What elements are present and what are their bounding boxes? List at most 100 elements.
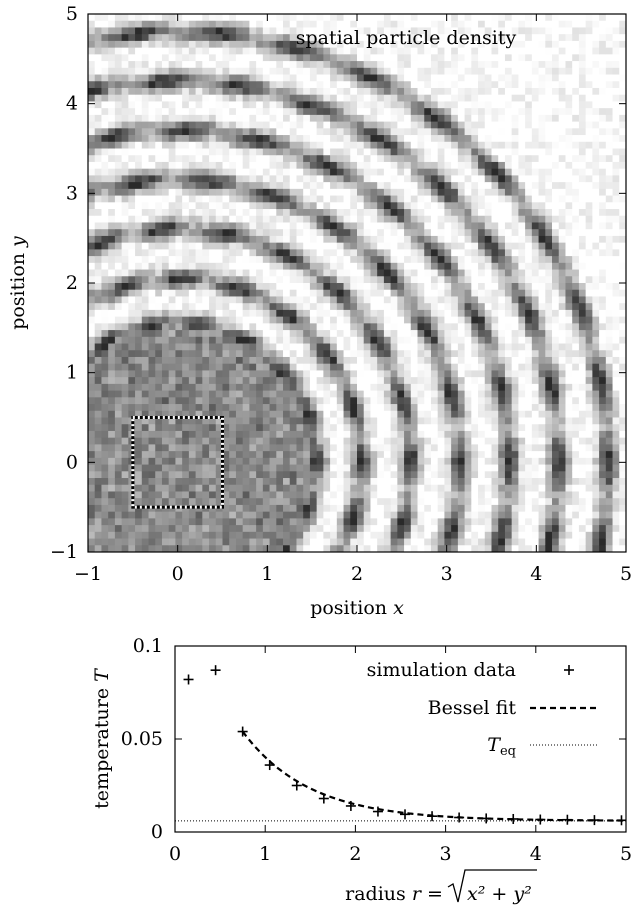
heatmap-cell	[309, 363, 318, 371]
heatmap-cell	[168, 175, 176, 183]
heatmap-cell	[215, 74, 223, 82]
heatmap-cell	[135, 511, 143, 519]
heatmap-cell	[303, 262, 311, 270]
heatmap-cell	[161, 484, 170, 492]
heatmap-cell	[195, 229, 203, 237]
heatmap-cell	[309, 296, 318, 304]
heatmap-cell	[242, 363, 250, 371]
heatmap-cell	[276, 538, 284, 546]
heatmap-cell	[464, 323, 472, 331]
heatmap-cell	[451, 504, 459, 513]
heatmap-cell	[94, 61, 102, 69]
heatmap-cell	[88, 27, 96, 35]
heatmap-cell	[296, 108, 304, 116]
heatmap-cell	[471, 67, 479, 75]
heatmap-cell	[94, 356, 102, 365]
heatmap-cell	[390, 229, 398, 237]
heatmap-cell	[309, 511, 318, 519]
heatmap-cell	[94, 74, 102, 82]
heatmap-cell	[316, 336, 324, 344]
heatmap-cell	[108, 182, 116, 190]
heatmap-cell	[88, 498, 96, 506]
heatmap-cell	[88, 74, 96, 82]
heatmap-cell	[370, 141, 378, 149]
heatmap-cell	[343, 14, 351, 22]
heatmap-cell	[464, 484, 472, 492]
heatmap-cell	[222, 538, 230, 546]
heatmap-cell	[430, 188, 439, 196]
heatmap-cell	[148, 545, 156, 552]
heatmap-cell	[390, 538, 398, 546]
heatmap-cell	[417, 114, 425, 123]
heatmap-cell	[108, 128, 116, 136]
heatmap-cell	[390, 269, 398, 277]
heatmap-cell	[377, 383, 385, 392]
heatmap-cell	[471, 215, 479, 223]
heatmap-cell	[464, 262, 472, 270]
heatmap-cell	[276, 222, 284, 230]
heatmap-cell	[269, 276, 277, 284]
heatmap-cell	[437, 545, 445, 552]
heatmap-cell	[316, 242, 324, 250]
heatmap-cell	[222, 229, 230, 237]
heatmap-cell	[209, 404, 217, 412]
heatmap-cell	[283, 525, 291, 533]
heatmap-cell	[410, 209, 418, 217]
heatmap-cell	[188, 323, 197, 331]
heatmap-cell	[336, 14, 344, 22]
heatmap-cell	[350, 54, 358, 62]
heatmap-cell	[269, 518, 277, 526]
heatmap-cell	[296, 27, 304, 35]
heatmap-cell	[262, 383, 270, 392]
heatmap-cell	[464, 410, 472, 418]
heatmap-cell	[484, 14, 492, 22]
heatmap-cell	[390, 256, 398, 264]
heatmap-cell	[188, 316, 197, 324]
heatmap-cell	[430, 242, 439, 250]
heatmap-cell	[209, 256, 217, 264]
heatmap-cell	[377, 390, 385, 398]
heatmap-cell	[101, 34, 109, 42]
heatmap-cell	[135, 262, 143, 270]
heatmap-cell	[289, 148, 297, 156]
heatmap-cell	[383, 303, 392, 311]
heatmap-cell	[397, 417, 405, 425]
heatmap-cell	[249, 336, 257, 344]
heatmap-cell	[175, 283, 183, 291]
heatmap-cell	[195, 444, 203, 452]
heatmap-cell	[276, 484, 284, 492]
heatmap-cell	[357, 363, 365, 371]
heatmap-cell	[283, 383, 291, 392]
heatmap-cell	[390, 525, 398, 533]
heatmap-cell	[303, 397, 311, 405]
heatmap-cell	[471, 229, 479, 237]
heatmap-cell	[135, 430, 143, 439]
heatmap-cell	[303, 128, 311, 136]
heatmap-cell	[182, 242, 190, 250]
heatmap-cell	[498, 141, 506, 149]
heatmap-cell	[128, 511, 136, 519]
heatmap-cell	[430, 538, 439, 546]
heatmap-cell	[94, 350, 102, 358]
heatmap-cell	[303, 141, 311, 149]
heatmap-cell	[188, 424, 197, 432]
heatmap-cell	[195, 478, 203, 486]
heatmap-cell	[410, 262, 418, 270]
heatmap-cell	[377, 74, 385, 82]
heatmap-cell	[451, 121, 459, 129]
heatmap-cell	[417, 309, 425, 318]
heatmap-cell	[498, 34, 506, 42]
heatmap-cell	[363, 491, 371, 499]
heatmap-cell	[484, 108, 492, 116]
heatmap-cell	[148, 451, 156, 459]
heatmap-cell	[504, 168, 513, 176]
heatmap-cell	[235, 296, 244, 304]
heatmap-cell	[316, 108, 324, 116]
heatmap-cell	[269, 538, 277, 546]
heatmap-cell	[377, 457, 385, 465]
heatmap-cell	[417, 121, 425, 129]
heatmap-cell	[235, 276, 244, 284]
heatmap-cell	[108, 390, 116, 398]
heatmap-cell	[182, 155, 190, 163]
heatmap-cell	[161, 289, 170, 297]
